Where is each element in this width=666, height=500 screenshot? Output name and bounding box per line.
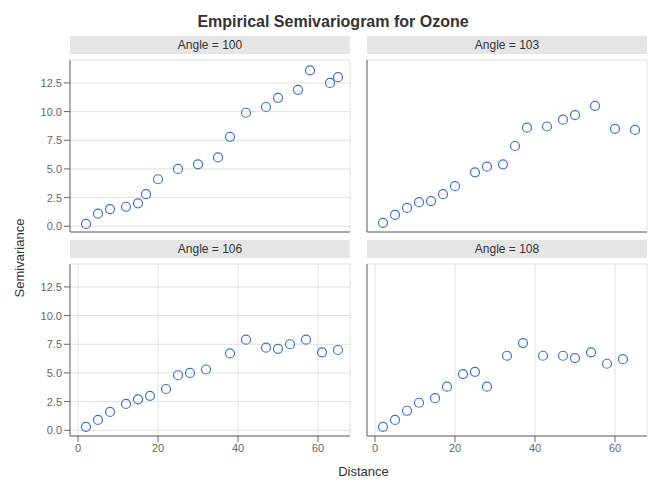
html-text:Semivariance: Semivariance [11,218,27,297]
svg-text:20: 20 [152,442,164,454]
html-text:Angle = 108: Angle = 108 [474,242,540,256]
svg-text:2.5: 2.5 [47,192,62,204]
html-text:Empirical Semivariogram for Oz: Empirical Semivariogram for Ozone [197,13,469,30]
svg-text:5.0: 5.0 [47,163,62,175]
svg-text:10.0: 10.0 [41,106,62,118]
svg-text:20: 20 [449,442,461,454]
html-text:Distance: Distance [338,464,389,479]
svg-text:10.0: 10.0 [41,310,62,322]
svg-text:0.0: 0.0 [47,220,62,232]
svg-text:40: 40 [232,442,244,454]
svg-text:7.5: 7.5 [47,338,62,350]
svg-text:12.5: 12.5 [41,281,62,293]
svg-text:60: 60 [609,442,621,454]
svg-text:60: 60 [312,442,324,454]
html-text:Angle = 103: Angle = 103 [474,38,540,52]
svg-text:7.5: 7.5 [47,134,62,146]
svg-text:40: 40 [529,442,541,454]
svg-text:2.5: 2.5 [47,396,62,408]
html-text:Angle = 106: Angle = 106 [177,242,243,256]
svg-text:12.5: 12.5 [41,77,62,89]
svg-text:0: 0 [372,442,378,454]
html-text:Angle = 100: Angle = 100 [177,38,243,52]
svg-text:5.0: 5.0 [47,367,62,379]
svg-text:0: 0 [75,442,81,454]
svg-text:0.0: 0.0 [47,424,62,436]
